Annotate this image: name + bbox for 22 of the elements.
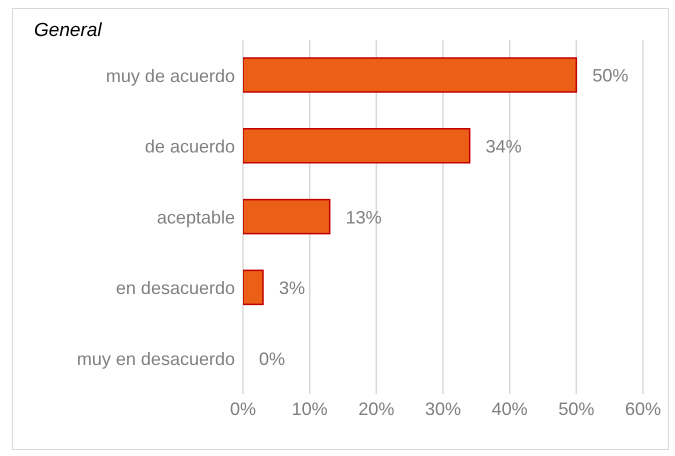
data-label: 50%: [592, 66, 628, 86]
y-tick-label: aceptable: [156, 207, 235, 228]
data-label: 3%: [279, 278, 306, 298]
y-tick-label: muy de acuerdo: [106, 66, 235, 86]
bar: [243, 198, 330, 234]
x-tick-label: 30%: [424, 398, 462, 419]
x-tick-label: 0%: [230, 398, 256, 419]
y-tick-label: de acuerdo: [144, 136, 235, 157]
data-label: 13%: [346, 207, 382, 228]
data-label: 34%: [486, 136, 522, 156]
y-tick-label: muy en desacuerdo: [76, 348, 235, 369]
data-label: 0%: [259, 348, 286, 369]
x-tick-label: 10%: [292, 398, 328, 419]
y-tick-label: en desacuerdo: [116, 278, 235, 298]
x-tick-label: 40%: [492, 398, 528, 419]
x-tick-label: 50%: [558, 398, 594, 419]
bar: [243, 128, 470, 164]
x-tick-label: 60%: [624, 398, 662, 419]
bar: [243, 57, 578, 93]
text: General: [34, 20, 102, 42]
bar: [243, 270, 264, 306]
x-tick-label: 20%: [358, 398, 394, 419]
